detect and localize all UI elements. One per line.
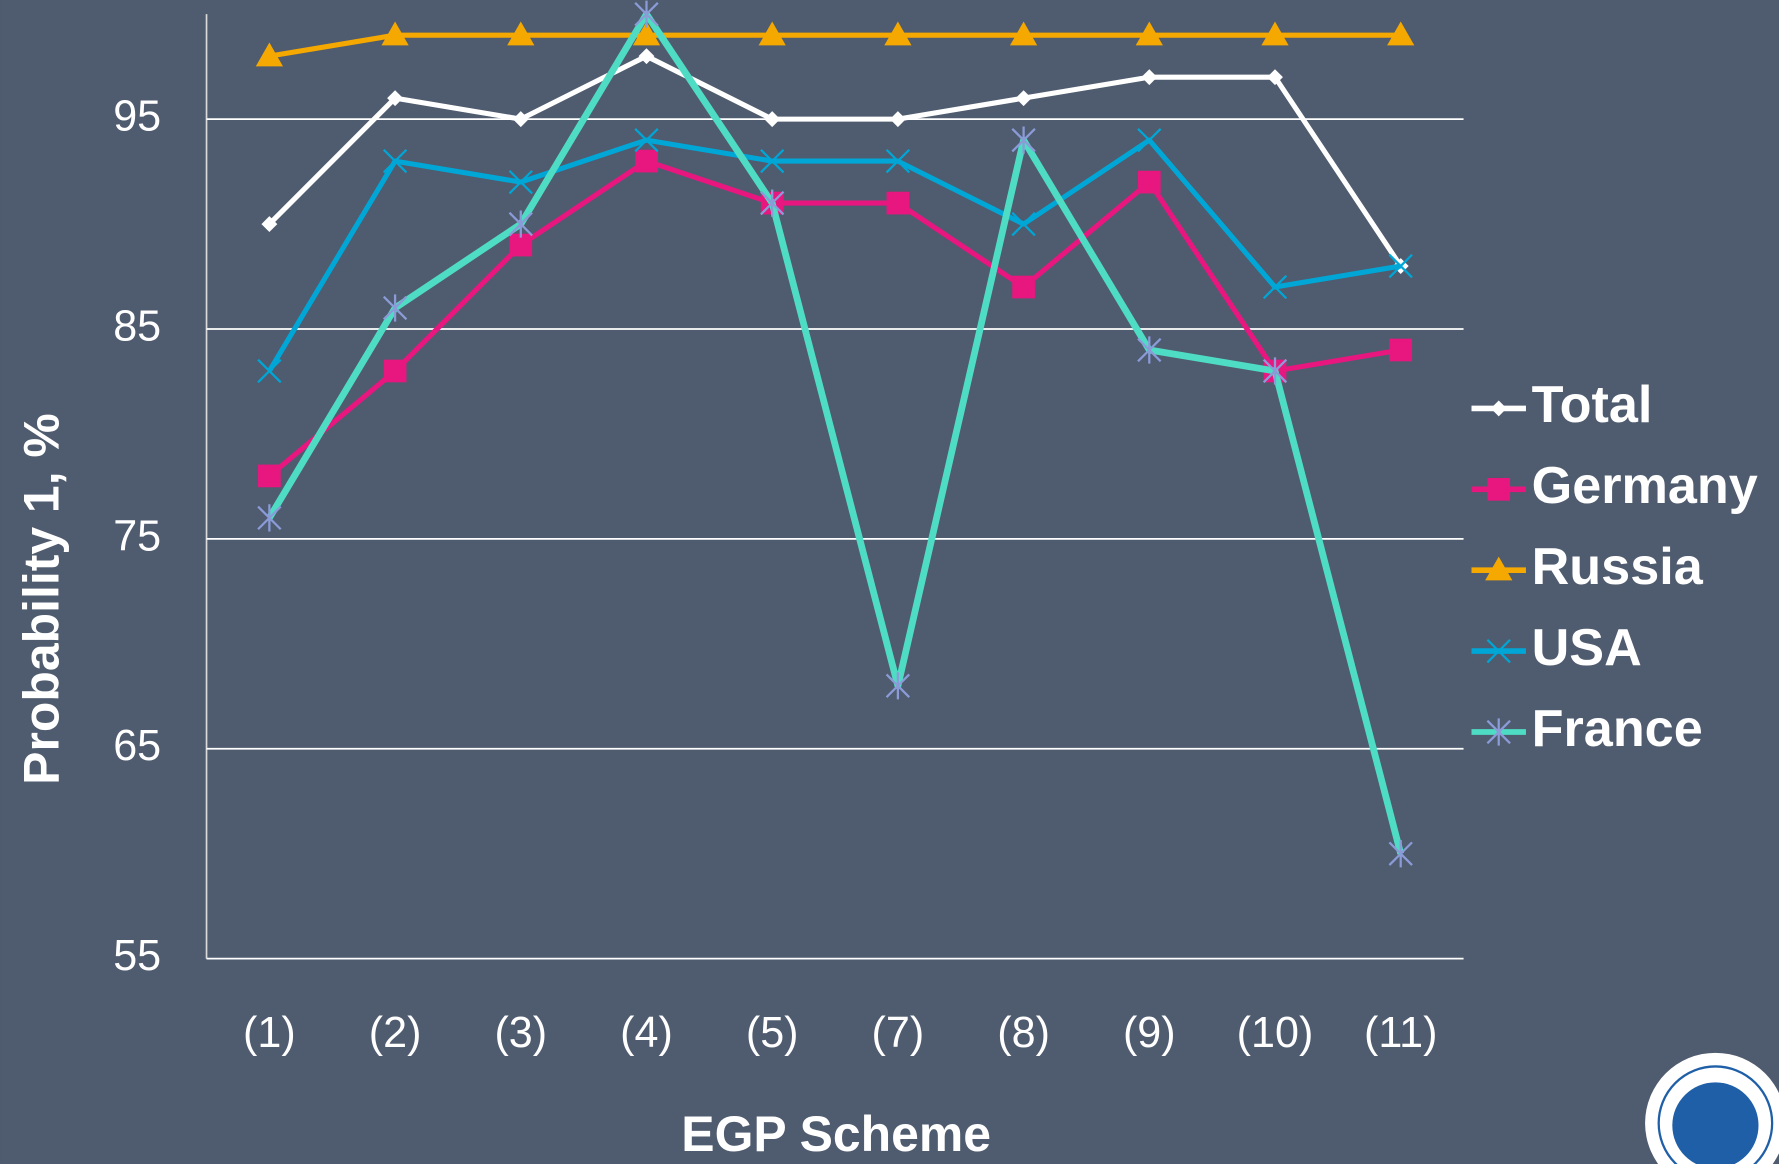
- marker: [884, 21, 912, 46]
- marker: [635, 149, 658, 173]
- legend-label: USA: [1532, 619, 1642, 677]
- y-axis-title: Probability 1, %: [14, 413, 70, 785]
- marker: [1388, 840, 1413, 868]
- marker: [1135, 21, 1163, 46]
- marker: [885, 672, 911, 700]
- marker: [1137, 127, 1162, 153]
- legend-marker: [1486, 718, 1511, 746]
- marker: [1387, 21, 1415, 46]
- y-tick-label: 55: [113, 932, 161, 980]
- series-line: [266, 10, 1405, 855]
- marker: [1011, 126, 1036, 154]
- marker: [383, 359, 407, 383]
- legend-label: Total: [1532, 376, 1653, 434]
- marker: [1137, 336, 1162, 364]
- x-axis-title: EGP Scheme: [681, 1106, 991, 1162]
- y-tick-label: 85: [113, 302, 161, 350]
- legend-label: Germany: [1532, 457, 1758, 515]
- series-line: [267, 158, 1402, 478]
- marker: [512, 111, 529, 128]
- x-tick-label: (11): [1364, 1009, 1437, 1057]
- series-line: [268, 32, 1401, 59]
- marker: [508, 169, 533, 195]
- marker: [258, 464, 281, 488]
- y-tick-label: 95: [113, 93, 161, 141]
- marker: [1137, 170, 1161, 194]
- marker: [382, 294, 408, 322]
- series-line: [267, 137, 1402, 373]
- marker: [257, 504, 282, 532]
- marker: [509, 233, 533, 257]
- logo: [1645, 1052, 1779, 1164]
- x-tick-label: (3): [494, 1009, 547, 1057]
- marker: [1388, 253, 1413, 279]
- marker: [634, 127, 659, 153]
- x-tick-label: (10): [1237, 1009, 1314, 1057]
- x-tick-label: (1): [243, 1009, 296, 1057]
- marker: [885, 148, 911, 174]
- series-line: [267, 53, 1403, 268]
- marker: [261, 216, 278, 233]
- marker: [381, 21, 409, 46]
- marker: [1267, 69, 1283, 86]
- legend-label: France: [1532, 700, 1703, 758]
- x-tick-label: (5): [746, 1009, 799, 1057]
- y-tick-label: 65: [113, 722, 161, 770]
- marker: [764, 111, 781, 128]
- marker: [1261, 21, 1289, 46]
- marker: [1012, 275, 1035, 299]
- marker: [508, 210, 533, 238]
- marker: [1011, 211, 1036, 237]
- marker: [758, 21, 786, 46]
- x-tick-label: (8): [997, 1009, 1050, 1057]
- x-tick-label: (4): [620, 1009, 673, 1057]
- x-tick-label: (9): [1123, 1009, 1176, 1057]
- marker: [255, 42, 283, 67]
- marker: [1009, 21, 1038, 46]
- legend-marker: [1485, 556, 1513, 581]
- marker: [634, 0, 659, 28]
- marker: [1262, 357, 1288, 385]
- legend-label: Russia: [1532, 538, 1704, 596]
- marker: [760, 189, 785, 217]
- marker: [886, 191, 910, 215]
- legend-marker: [1487, 477, 1511, 501]
- marker: [1389, 338, 1413, 362]
- marker: [632, 21, 661, 46]
- marker: [760, 148, 785, 174]
- marker: [638, 48, 655, 65]
- marker: [889, 111, 906, 128]
- x-tick-label: (2): [369, 1009, 422, 1057]
- marker: [1262, 274, 1288, 300]
- marker: [507, 21, 535, 46]
- legend-marker: [1486, 638, 1511, 664]
- y-tick-label: 75: [113, 512, 161, 560]
- marker: [257, 358, 282, 384]
- legend-marker: [1490, 400, 1507, 417]
- marker: [382, 148, 408, 174]
- x-tick-label: (7): [872, 1009, 925, 1057]
